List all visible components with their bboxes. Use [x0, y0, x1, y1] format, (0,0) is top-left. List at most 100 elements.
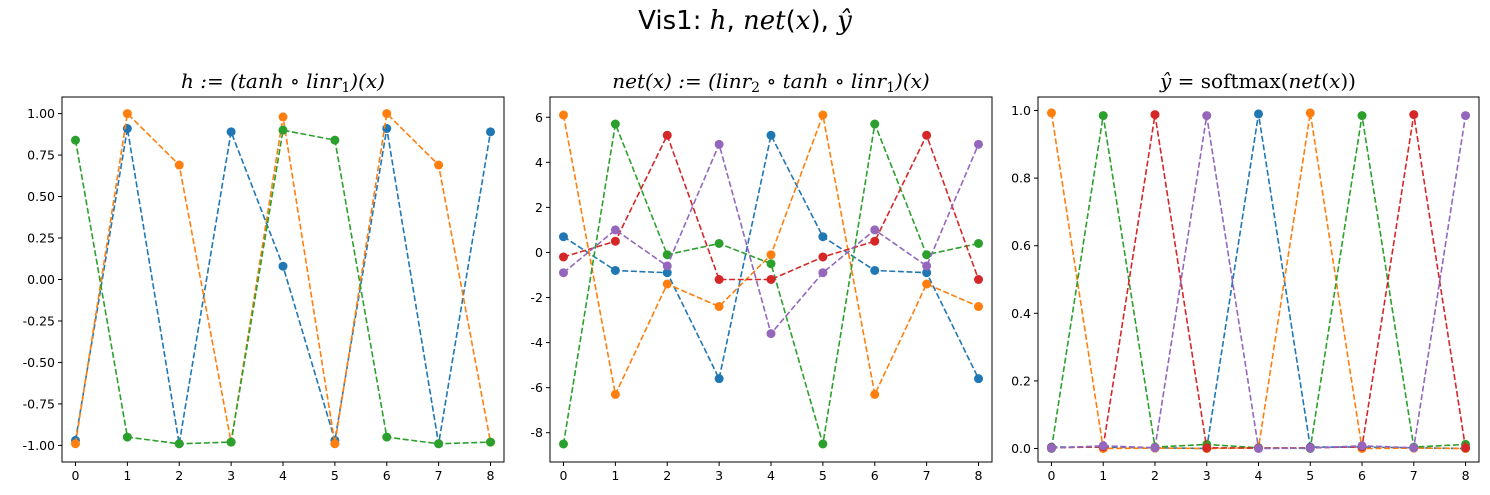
y-tick-label-5: 1.0	[1011, 103, 1031, 118]
series-0-point-2	[662, 268, 672, 278]
subplot-net: net(x) := (linr2 ∘ tanh ∘ linr1)(x) 0 1 2 3…	[531, 69, 993, 483]
y-tick-label-3: -2	[531, 290, 543, 305]
x-tick-label-1: 1	[1099, 468, 1107, 483]
x-tick-label-5: 5	[331, 468, 339, 483]
series-0-point-8	[486, 127, 496, 137]
series-1-point-1	[122, 109, 132, 119]
series-4-point-0	[558, 268, 568, 278]
series-1-point-5	[1305, 108, 1315, 118]
series-2-point-2	[174, 439, 184, 449]
series-4-point-0	[1046, 443, 1056, 453]
series-2-point-6	[382, 432, 392, 442]
axes-frame	[61, 96, 505, 463]
x-tick-label-0: 0	[72, 468, 80, 483]
series-0-point-8	[974, 374, 984, 384]
series-4-point-4	[1254, 443, 1263, 453]
series-3-point-8	[974, 275, 984, 284]
series-line-0	[74, 128, 492, 444]
x-tick-label-2: 2	[175, 468, 183, 483]
y-tick-label-0: -8	[531, 425, 544, 440]
series-group	[558, 110, 984, 449]
series-4-point-5	[1305, 443, 1315, 453]
series-1-point-7	[922, 279, 932, 289]
series-line-1	[1050, 112, 1466, 450]
series-line-2	[1050, 115, 1466, 450]
series-3-point-6	[870, 236, 880, 246]
series-3-point-1	[610, 236, 620, 246]
series-group	[1046, 108, 1471, 453]
series-2-point-8	[486, 437, 496, 447]
x-tick-label-3: 3	[227, 468, 235, 483]
x-tick-label-4: 4	[767, 468, 775, 483]
y-tick-label-3: 0.6	[1011, 238, 1031, 253]
series-3-point-8	[1461, 443, 1471, 453]
series-line-0	[1051, 113, 1466, 450]
y-tick-label-5: 0.25	[27, 231, 55, 246]
y-tick-label-2: -0.50	[23, 355, 55, 370]
series-1-point-4	[278, 112, 288, 122]
x-tick-label-1: 1	[123, 468, 131, 483]
x-tick-label-7: 7	[923, 468, 931, 483]
series-4-point-8	[974, 139, 984, 149]
x-tick-label-7: 7	[435, 468, 443, 483]
y-tick-label-4: 0.00	[27, 272, 55, 287]
series-1-point-0	[1046, 108, 1056, 118]
y-tick-label-1: -6	[531, 380, 544, 395]
series-1-point-6	[870, 389, 880, 399]
x-tick-label-5: 5	[819, 468, 827, 483]
x-tick-label-0: 0	[560, 468, 568, 483]
series-2-point-7	[922, 250, 932, 260]
y-tick-label-3: -0.25	[23, 313, 55, 328]
series-2-point-1	[122, 432, 132, 442]
y-tick-label-0: 0.0	[1011, 441, 1031, 456]
series-0-point-0	[558, 232, 568, 242]
series-line-4	[1051, 115, 1467, 450]
series-1-point-5	[818, 110, 828, 120]
x-tick-label-2: 2	[1151, 468, 1159, 483]
series-3-point-4	[766, 275, 776, 284]
series-4-point-2	[1150, 443, 1160, 453]
series-2-point-6	[870, 119, 880, 129]
series-group	[70, 109, 496, 449]
series-3-point-3	[1202, 443, 1212, 453]
series-0-point-3	[714, 374, 724, 384]
x-tick-label-6: 6	[871, 468, 879, 483]
series-1-point-6	[382, 109, 392, 119]
y-tick-label-6: 0.50	[27, 189, 55, 204]
series-3-point-3	[714, 275, 724, 284]
y-tick-label-1: 0.2	[1011, 373, 1031, 388]
x-tick-label-6: 6	[383, 468, 391, 483]
x-tick-label-3: 3	[715, 468, 723, 483]
series-0-point-4	[278, 261, 288, 271]
subplot-h: h := (tanh ∘ linr1)(x) 0 1 2 3 4 5 6 7 8 -1.00 -0.…	[23, 69, 505, 483]
series-line-2	[74, 129, 491, 445]
series-3-point-5	[818, 252, 828, 262]
series-2-point-4	[278, 125, 288, 135]
series-4-point-1	[1098, 441, 1108, 451]
series-4-point-6	[870, 225, 880, 235]
x-tick-label-6: 6	[1358, 468, 1366, 483]
series-2-point-3	[226, 437, 236, 447]
x-tick-label-1: 1	[611, 468, 619, 483]
series-4-point-1	[610, 225, 620, 235]
x-tick-label-4: 4	[279, 468, 287, 483]
series-1-point-3	[714, 302, 724, 312]
y-tick-label-8: 1.00	[27, 106, 55, 121]
series-4-point-5	[818, 268, 828, 278]
series-1-point-8	[974, 302, 984, 312]
series-0-point-4	[766, 130, 776, 140]
series-2-point-1	[610, 119, 620, 129]
y-tick-label-7: 6	[535, 110, 543, 125]
y-tick-label-5: 2	[535, 200, 543, 215]
axes-frame	[1037, 96, 1480, 463]
x-tick-label-3: 3	[1203, 468, 1211, 483]
series-0-point-4	[1254, 109, 1263, 119]
series-line-0	[563, 132, 980, 382]
x-tick-label-8: 8	[975, 468, 983, 483]
series-0-point-3	[226, 127, 236, 137]
series-1-point-5	[330, 439, 340, 449]
y-tick-label-2: 0.4	[1011, 306, 1031, 321]
series-3-point-2	[1150, 110, 1160, 120]
series-2-point-6	[1357, 111, 1367, 121]
series-4-point-2	[662, 261, 672, 271]
